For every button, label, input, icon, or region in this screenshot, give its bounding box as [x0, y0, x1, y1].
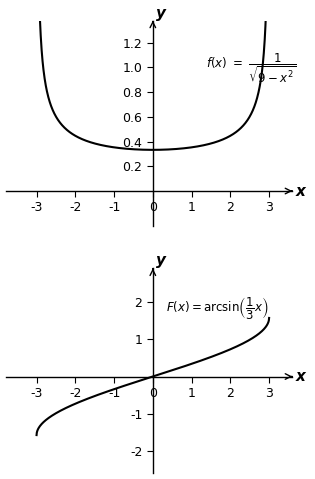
Text: $F(x) = \arcsin\!\left(\dfrac{1}{3}x\right)$: $F(x) = \arcsin\!\left(\dfrac{1}{3}x\rig… — [166, 295, 269, 321]
Text: $f(x)\ =\ \dfrac{\ \ \ 1}{\sqrt{9-x^2}}$: $f(x)\ =\ \dfrac{\ \ \ 1}{\sqrt{9-x^2}}$ — [206, 51, 297, 85]
Text: x: x — [295, 183, 305, 198]
Text: y: y — [156, 6, 166, 21]
Text: y: y — [156, 253, 166, 268]
Text: x: x — [295, 369, 305, 384]
